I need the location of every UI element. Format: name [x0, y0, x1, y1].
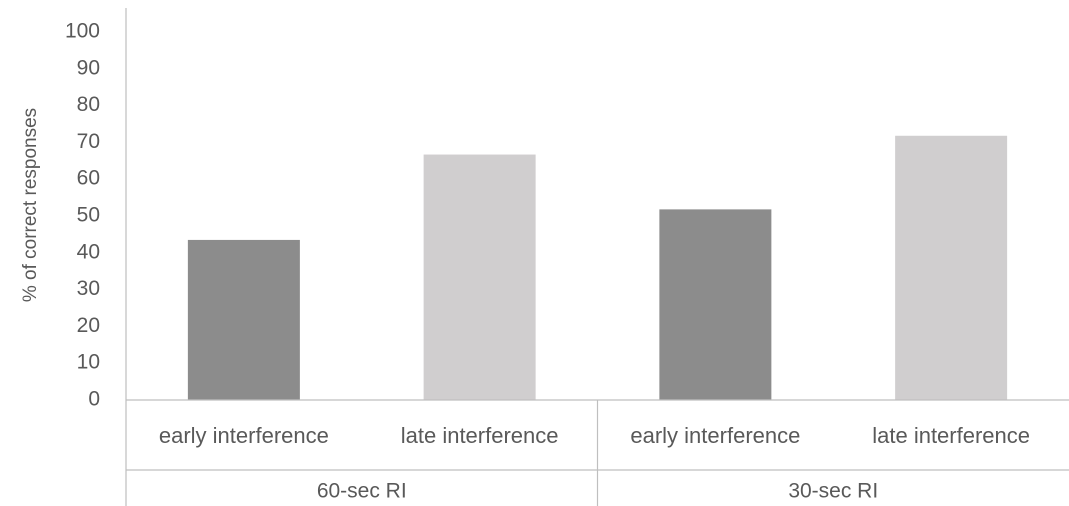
y-tick-label: 40 [77, 240, 100, 263]
category-label: early interference [159, 423, 329, 448]
y-tick-label: 10 [77, 351, 100, 374]
y-tick-label: 80 [77, 93, 100, 116]
bars [187, 135, 1008, 400]
axes [125, 8, 1069, 506]
y-tick-label: 0 [88, 388, 100, 411]
y-tick-label: 20 [77, 314, 100, 337]
bar-1-1 [187, 239, 300, 400]
bar-2-2 [895, 135, 1008, 400]
bar-1-2 [423, 154, 536, 400]
y-tick-label: 70 [77, 130, 100, 153]
group-labels: 60-sec RI 30-sec RI [317, 480, 878, 503]
y-tick-label: 100 [65, 20, 100, 43]
y-tick-label: 30 [77, 277, 100, 300]
category-label: late interference [872, 423, 1030, 448]
category-label: late interference [401, 423, 559, 448]
category-labels: early interference late interference early… [159, 423, 1030, 448]
group-label: 30-sec RI [788, 480, 878, 503]
group-label: 60-sec RI [317, 480, 407, 503]
bar-2-1 [659, 209, 772, 400]
y-tick-label: 60 [77, 167, 100, 190]
y-axis-title: % of correct responses [20, 108, 41, 302]
category-label: early interference [630, 423, 800, 448]
y-tick-label: 50 [77, 204, 100, 227]
y-axis-ticks: 0 10 20 30 40 50 60 70 80 90 100 [65, 20, 100, 411]
y-tick-label: 90 [77, 56, 100, 79]
